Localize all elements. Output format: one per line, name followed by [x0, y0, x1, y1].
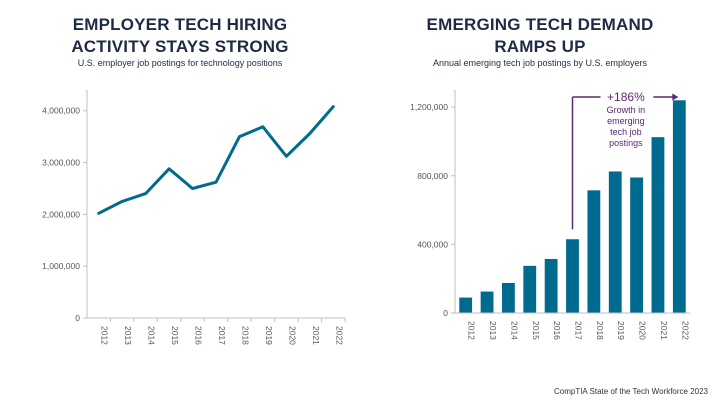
bar-chart-svg: 0 400,000 800,000 1,200,000 2012 2013 2014 2015…: [410, 90, 690, 340]
left-chart-title: EMPLOYER TECH HIRING ACTIVITY STAYS STRO…: [0, 14, 360, 58]
bar-x-tick-label: 2014: [509, 321, 519, 340]
bar-2021: [651, 137, 665, 313]
bar-x-tick-label: 2019: [616, 321, 626, 340]
line-x-tick-label: 2015: [170, 326, 180, 345]
bar-y-tick-label: 800,000: [417, 171, 448, 181]
right-chart-title: EMERGING TECH DEMAND RAMPS UP: [360, 14, 720, 58]
line-x-tick-label: 2022: [334, 326, 344, 345]
line-x-tick-label: 2019: [264, 326, 274, 345]
right-title-line-1: EMERGING TECH DEMAND: [426, 15, 654, 34]
bar-2017: [566, 239, 579, 313]
bar-x-tick-label: 2015: [531, 321, 541, 340]
annotation-text-line: emerging: [607, 116, 645, 126]
bar-y-tick-label: 1,200,000: [410, 102, 448, 112]
bar-x-tick-label: 2017: [574, 321, 584, 340]
line-x-tick-label: 2014: [147, 326, 157, 345]
bar-2019: [608, 171, 622, 313]
annotation-arrowhead: [672, 93, 679, 101]
footer-source: CompTIA State of the Tech Workforce 2023: [553, 387, 708, 396]
annotation-text-line: postings: [609, 138, 643, 148]
bar-y-tick-label: 400,000: [417, 239, 448, 249]
bar-x-tick-label: 2022: [680, 321, 690, 340]
line-x-tick-label: 2016: [194, 326, 204, 345]
right-chart-subtitle: Annual emerging tech job postings by U.S…: [432, 58, 648, 68]
bar-2020: [630, 177, 643, 313]
bar-2012: [459, 297, 473, 313]
bar-2016: [544, 258, 558, 313]
line-y-tick-label: 2,000,000: [42, 209, 80, 219]
bar-x-tick-label: 2013: [488, 321, 498, 340]
left-chart-subtitle: U.S. employer job postings for technolog…: [77, 58, 283, 68]
bar-x-tick-label: 2018: [595, 321, 605, 340]
annotation-text-line: Growth in: [607, 105, 646, 115]
bar-x-tick-label: 2020: [638, 321, 648, 340]
bar-2022: [672, 100, 686, 314]
bar-2014: [502, 282, 515, 313]
right-title-line-2: RAMPS UP: [494, 37, 586, 56]
line-y-tick-label: 0: [75, 313, 80, 323]
bar-2013: [480, 291, 494, 313]
line-y-tick-label: 3,000,000: [42, 158, 80, 168]
line-chart-svg: 0 1,000,000 2,000,000 3,000,000 4,000,000 201…: [42, 90, 346, 345]
left-title-line-2: ACTIVITY STAYS STRONG: [71, 37, 289, 56]
bar-y-tick-label: 0: [443, 308, 448, 318]
right-chart: EMERGING TECH DEMAND RAMPS UP Annual eme…: [360, 0, 720, 372]
line-x-tick-label: 2021: [311, 326, 321, 345]
line-x-tick-label: 2017: [217, 326, 227, 345]
left-chart: EMPLOYER TECH HIRING ACTIVITY STAYS STRO…: [0, 0, 360, 372]
line-series-employer-postings: [97, 105, 335, 215]
bar-2015: [523, 265, 537, 313]
line-x-tick-label: 2020: [287, 326, 297, 345]
line-x-tick-label: 2018: [240, 326, 250, 345]
bar-x-tick-label: 2021: [659, 321, 669, 340]
annotation-text-line: tech job: [610, 127, 642, 137]
bar-x-tick-label: 2016: [552, 321, 562, 340]
line-y-tick-label: 4,000,000: [42, 106, 80, 116]
annotation-value: +186%: [607, 90, 645, 104]
bar-2018: [587, 190, 601, 313]
left-title-line-1: EMPLOYER TECH HIRING: [72, 15, 288, 34]
bar-x-tick-label: 2012: [467, 321, 477, 340]
line-y-tick-label: 1,000,000: [42, 261, 80, 271]
line-x-tick-label: 2013: [123, 326, 133, 345]
line-x-tick-label: 2012: [100, 326, 110, 345]
